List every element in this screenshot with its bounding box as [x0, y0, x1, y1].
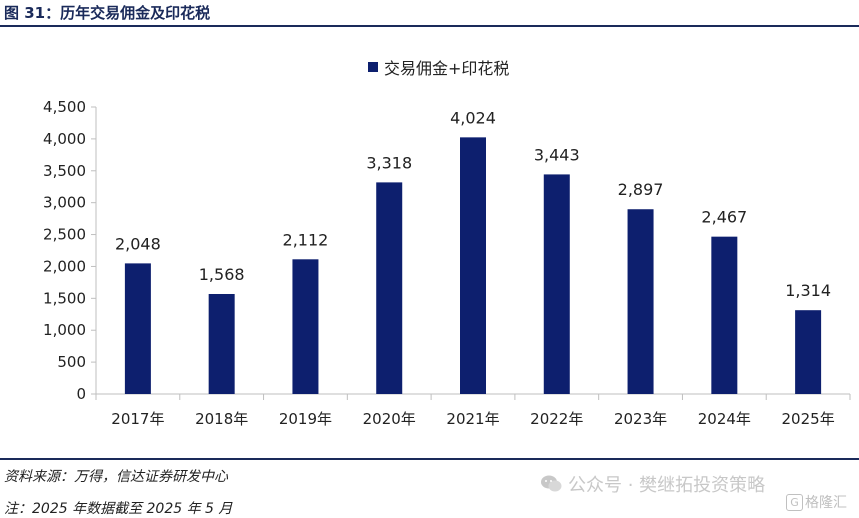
gelonghui-logo-icon: G: [786, 493, 803, 511]
data-label: 1,314: [785, 281, 831, 300]
x-axis: 2017年 2018年 2019年 2020年 2021年 2022年 2023年 2024年…: [95, 393, 851, 428]
data-label: 2,112: [283, 230, 329, 249]
x-tick-label: 2020年: [363, 410, 416, 428]
watermark-text: 公众号 · 樊继拓投资策略: [568, 475, 766, 496]
watermark-badge-text: 格隆汇: [805, 495, 847, 511]
data-label: 3,443: [534, 145, 580, 164]
bars: [124, 137, 822, 394]
y-tick-label: 2,000: [43, 257, 86, 275]
y-tick-label: 3,500: [43, 162, 86, 180]
legend-swatch: [368, 62, 378, 72]
watermark: 公众号 · 樊继拓投资策略: [540, 471, 765, 497]
wechat-icon: [541, 475, 562, 492]
data-labels: 2,048 1,568 2,112 3,318 4,024 3,443 2,897 2,467…: [115, 108, 831, 300]
data-label: 3,318: [366, 153, 412, 172]
x-tick-label: 2025年: [782, 410, 835, 428]
figure-title: 图 31：历年交易佣金及印花税: [4, 4, 211, 22]
data-note: 注：2025 年数据截至 2025 年 5 月: [4, 501, 233, 517]
bar: [124, 263, 151, 394]
x-tick-label: 2018年: [195, 410, 248, 428]
y-axis: 0 500 1,000 1,500 2,000 2,500 3,000 3,500 4,000 4…: [43, 98, 97, 403]
x-tick-label: 2023年: [614, 410, 667, 428]
y-tick-label: 0: [76, 385, 86, 403]
bar: [627, 209, 654, 394]
legend: 交易佣金+印花税: [368, 59, 509, 78]
bar: [711, 236, 738, 394]
y-tick-label: 500: [57, 353, 86, 371]
bar: [208, 293, 235, 394]
bar: [292, 259, 319, 394]
x-tick-label: 2022年: [530, 410, 583, 428]
y-tick-label: 1,500: [43, 289, 86, 307]
y-tick-label: 4,500: [43, 98, 86, 116]
x-tick-label: 2019年: [279, 410, 332, 428]
y-tick-label: 4,000: [43, 130, 86, 148]
bar-chart: 交易佣金+印花税 0 500 1,000 1,500 2,000 2,500 3,000 3,…: [43, 59, 851, 428]
bar: [460, 137, 486, 394]
data-label: 2,467: [701, 208, 747, 227]
bar: [795, 310, 822, 394]
x-tick-label: 2024年: [698, 410, 751, 428]
data-label: 2,897: [618, 180, 664, 199]
y-tick-label: 2,500: [43, 226, 86, 244]
data-label: 1,568: [199, 265, 245, 284]
y-tick-label: 3,000: [43, 194, 86, 212]
y-tick-label: 1,000: [43, 321, 86, 339]
bar: [376, 182, 403, 394]
data-label: 4,024: [450, 108, 496, 127]
legend-label: 交易佣金+印花税: [384, 59, 509, 78]
watermark-badge: G 格隆汇: [786, 492, 847, 512]
data-label: 2,048: [115, 234, 161, 253]
source-note: 资料来源：万得，信达证券研发中心: [4, 469, 228, 485]
title-divider: [0, 25, 859, 27]
bar: [543, 174, 570, 394]
x-tick-label: 2017年: [111, 410, 164, 428]
footer-divider: [0, 458, 859, 460]
x-tick-label: 2021年: [446, 410, 499, 428]
